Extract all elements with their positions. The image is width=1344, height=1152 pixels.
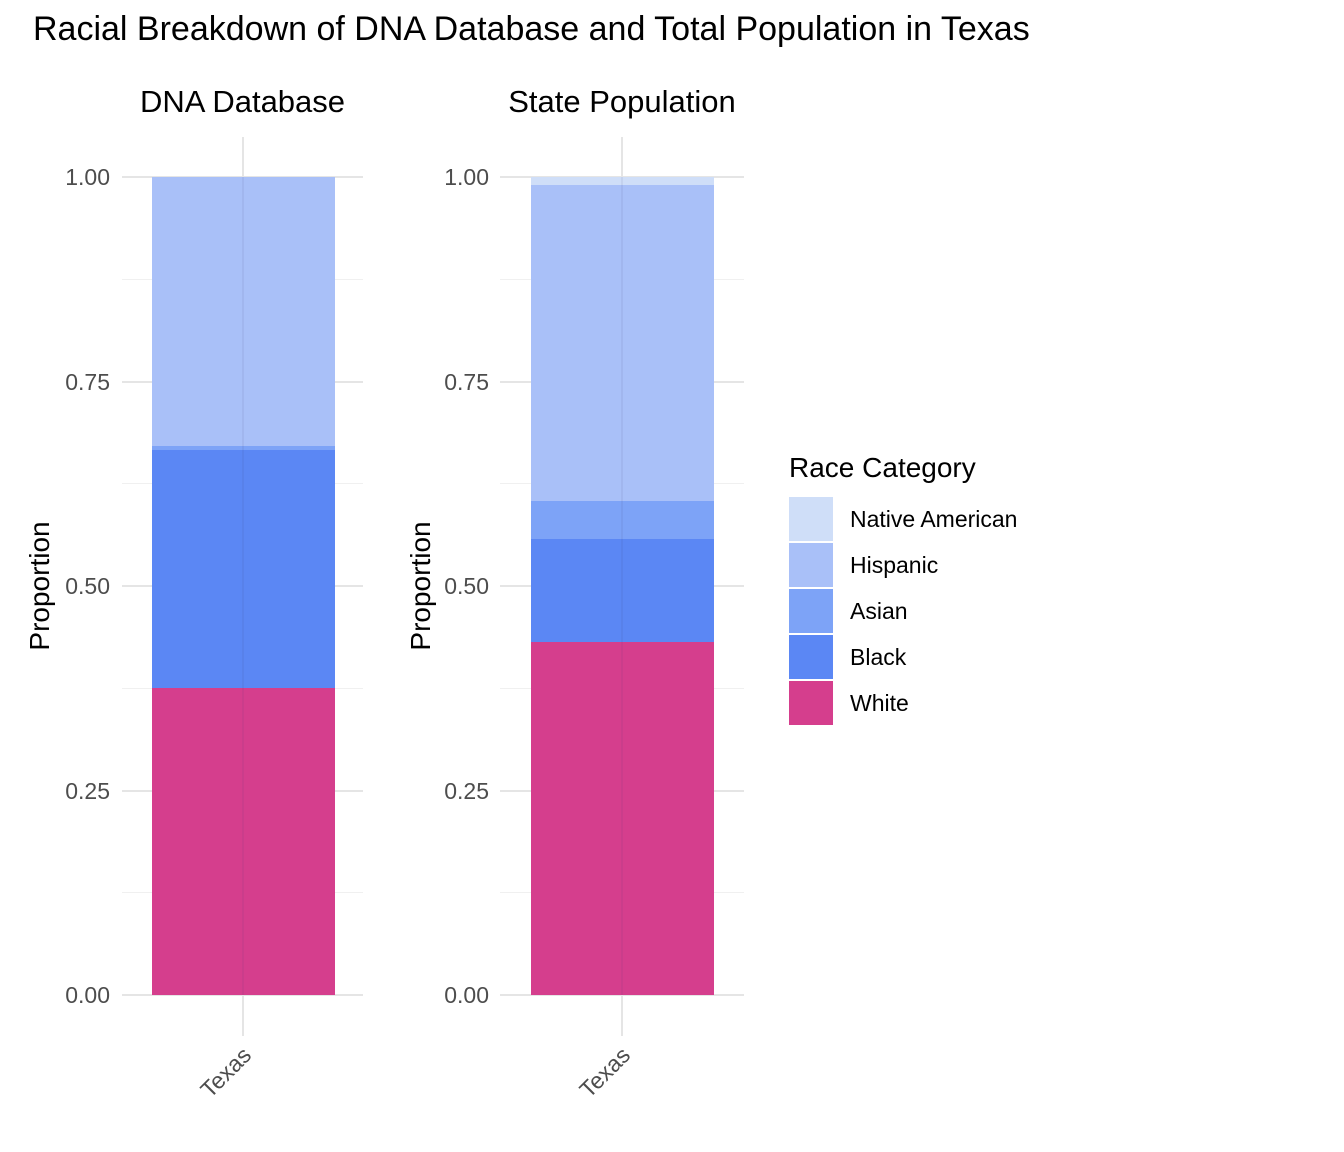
legend-items: Native American Hispanic Asian Black White: [789, 497, 1069, 725]
bar-segment-native-american: [531, 177, 714, 186]
chart-title: Racial Breakdown of DNA Database and Tot…: [33, 10, 1030, 48]
legend-title: Race Category: [789, 452, 976, 483]
legend-entry: Hispanic: [789, 543, 1069, 587]
panel-title-state-population: State Population: [508, 84, 736, 119]
plot-area: [122, 137, 363, 1036]
legend-entry-label: Hispanic: [850, 551, 939, 578]
x-axis-tick-label: Texas: [574, 1041, 636, 1103]
y-axis-tick-label: 0.25: [65, 777, 110, 804]
plot-area: [500, 137, 744, 1036]
bar-segment-asian: [152, 446, 335, 451]
bar-segment-hispanic: [531, 185, 714, 501]
stacked-bar: [152, 177, 335, 995]
legend-entry-label: Native American: [850, 505, 1018, 532]
bar-segment-black: [531, 539, 714, 642]
y-axis-tick-label: 0.00: [65, 982, 110, 1008]
y-axis-tick-label: 0.50: [65, 573, 110, 599]
legend-entry-label: Asian: [850, 597, 908, 624]
y-axis-tick-label: 0.75: [444, 368, 489, 395]
y-axis-tick-label: 0.00: [444, 982, 489, 1008]
stacked-bar: [531, 177, 714, 995]
y-axis-tick-label: 0.75: [65, 368, 110, 395]
legend-entry: Asian: [789, 589, 1069, 633]
bar-segment-asian: [531, 500, 714, 540]
legend-swatch-asian: [789, 589, 833, 633]
legend-entry-label: White: [850, 689, 909, 716]
legend-entry-label: Black: [850, 643, 907, 670]
legend-swatch-white: [789, 681, 833, 725]
bar-segment-white: [152, 688, 335, 995]
category-gridline-overlay: [621, 177, 623, 995]
y-axis-tick-label: 1.00: [444, 164, 489, 190]
y-gridline-major: [500, 994, 744, 996]
bar-segment-hispanic: [152, 177, 335, 447]
legend-entry: Black: [789, 635, 1069, 679]
legend-entry: White: [789, 681, 1069, 725]
legend-swatch-native-american: [789, 497, 833, 541]
bar-segment-white: [531, 641, 714, 995]
y-axis-tick-label: 0.25: [444, 777, 489, 804]
y-gridline-major: [122, 994, 363, 996]
legend: Race Category Native American Hispanic Asi…: [789, 452, 1069, 727]
bar-segment-black: [152, 450, 335, 689]
y-axis-tick-label: 1.00: [65, 164, 110, 190]
legend-swatch-black: [789, 635, 833, 679]
category-gridline-overlay: [242, 177, 244, 995]
y-axis-tick-label: 0.50: [444, 573, 489, 599]
legend-swatch-hispanic: [789, 543, 833, 587]
legend-entry: Native American: [789, 497, 1069, 541]
panel-title-dna-database: DNA Database: [139, 84, 346, 119]
